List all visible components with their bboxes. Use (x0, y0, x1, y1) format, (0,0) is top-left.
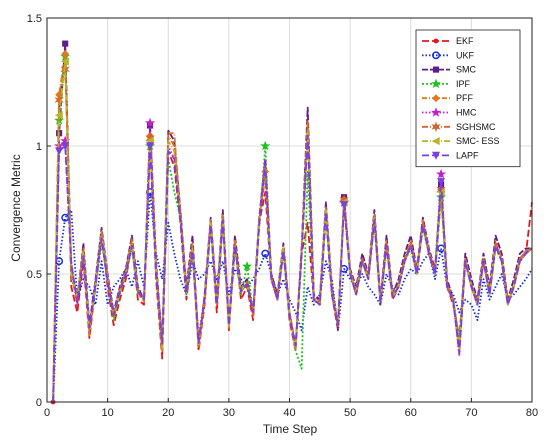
y-tick-label: 1 (36, 141, 42, 153)
data-point (55, 147, 64, 156)
data-point (242, 261, 253, 271)
data-point (261, 249, 270, 258)
x-tick-label: 80 (526, 407, 538, 419)
y-tick-label: 0 (36, 397, 42, 409)
legend-item: HMC (422, 107, 477, 118)
series-line (52, 134, 533, 403)
x-axis-label: Time Step (263, 422, 318, 436)
legend-item: PFF (422, 93, 474, 103)
legend-label: SMC- ESS (456, 136, 500, 146)
x-tick-label: 40 (283, 407, 295, 419)
legend-item: EKF (422, 36, 474, 46)
data-point (61, 142, 70, 151)
data-point (54, 111, 63, 120)
legend-item: SMC- ESS (422, 136, 500, 146)
data-point (260, 140, 271, 151)
y-axis-label: Convergence Metric (9, 154, 23, 261)
legend-marker (432, 94, 440, 103)
legend-label: LAPF (456, 150, 479, 160)
legend-item: LAPF (422, 150, 479, 160)
legend-label: UKF (456, 50, 475, 60)
x-tick-label: 60 (405, 407, 417, 419)
x-tick-label: 70 (465, 407, 477, 419)
legend-marker (432, 66, 440, 73)
series-ukf (52, 188, 533, 403)
legend-item: IPF (422, 78, 471, 89)
legend-label: IPF (456, 79, 471, 89)
legend-marker (430, 78, 442, 89)
legend-marker (433, 38, 439, 44)
x-tick-label: 0 (44, 407, 50, 419)
data-point (145, 117, 156, 128)
legend-label: SMC (456, 65, 477, 75)
legend-item: SMC (422, 65, 477, 75)
legend-item: SGHSMC (422, 121, 496, 133)
legend-marker (432, 51, 440, 60)
x-tick-label: 30 (223, 407, 235, 419)
data-point (340, 201, 349, 210)
legend-marker (430, 107, 442, 117)
x-tick-label: 50 (344, 407, 356, 419)
data-point (62, 40, 69, 47)
axes: 0 10 20 30 40 50 60 70 80 0 0.5 1 1.5 (27, 13, 538, 419)
legend-marker (431, 137, 440, 146)
data-point (60, 57, 69, 66)
legend-item: UKF (422, 50, 475, 60)
data-point (437, 178, 446, 187)
x-tick-label: 20 (162, 407, 174, 419)
series-line (52, 60, 533, 403)
data-point (146, 142, 155, 151)
legend-label: HMC (456, 108, 477, 118)
legend-label: SGHSMC (456, 122, 496, 132)
x-tick-label: 10 (102, 407, 114, 419)
series-lapf (52, 134, 533, 403)
legend-label: EKF (456, 36, 474, 46)
series-lines (50, 40, 533, 405)
legend-label: PFF (456, 93, 474, 103)
data-point (436, 168, 447, 179)
legend: EKF UKF SMC IPF PFF HMC SGHSMC SMC- ESS LAPF (415, 29, 521, 168)
y-tick-label: 0.5 (27, 269, 42, 281)
data-point (54, 94, 64, 106)
series-line (52, 191, 533, 403)
y-tick-label: 1.5 (27, 13, 42, 25)
legend-marker (431, 121, 441, 133)
data-point (61, 49, 70, 58)
legend-marker (431, 151, 441, 160)
